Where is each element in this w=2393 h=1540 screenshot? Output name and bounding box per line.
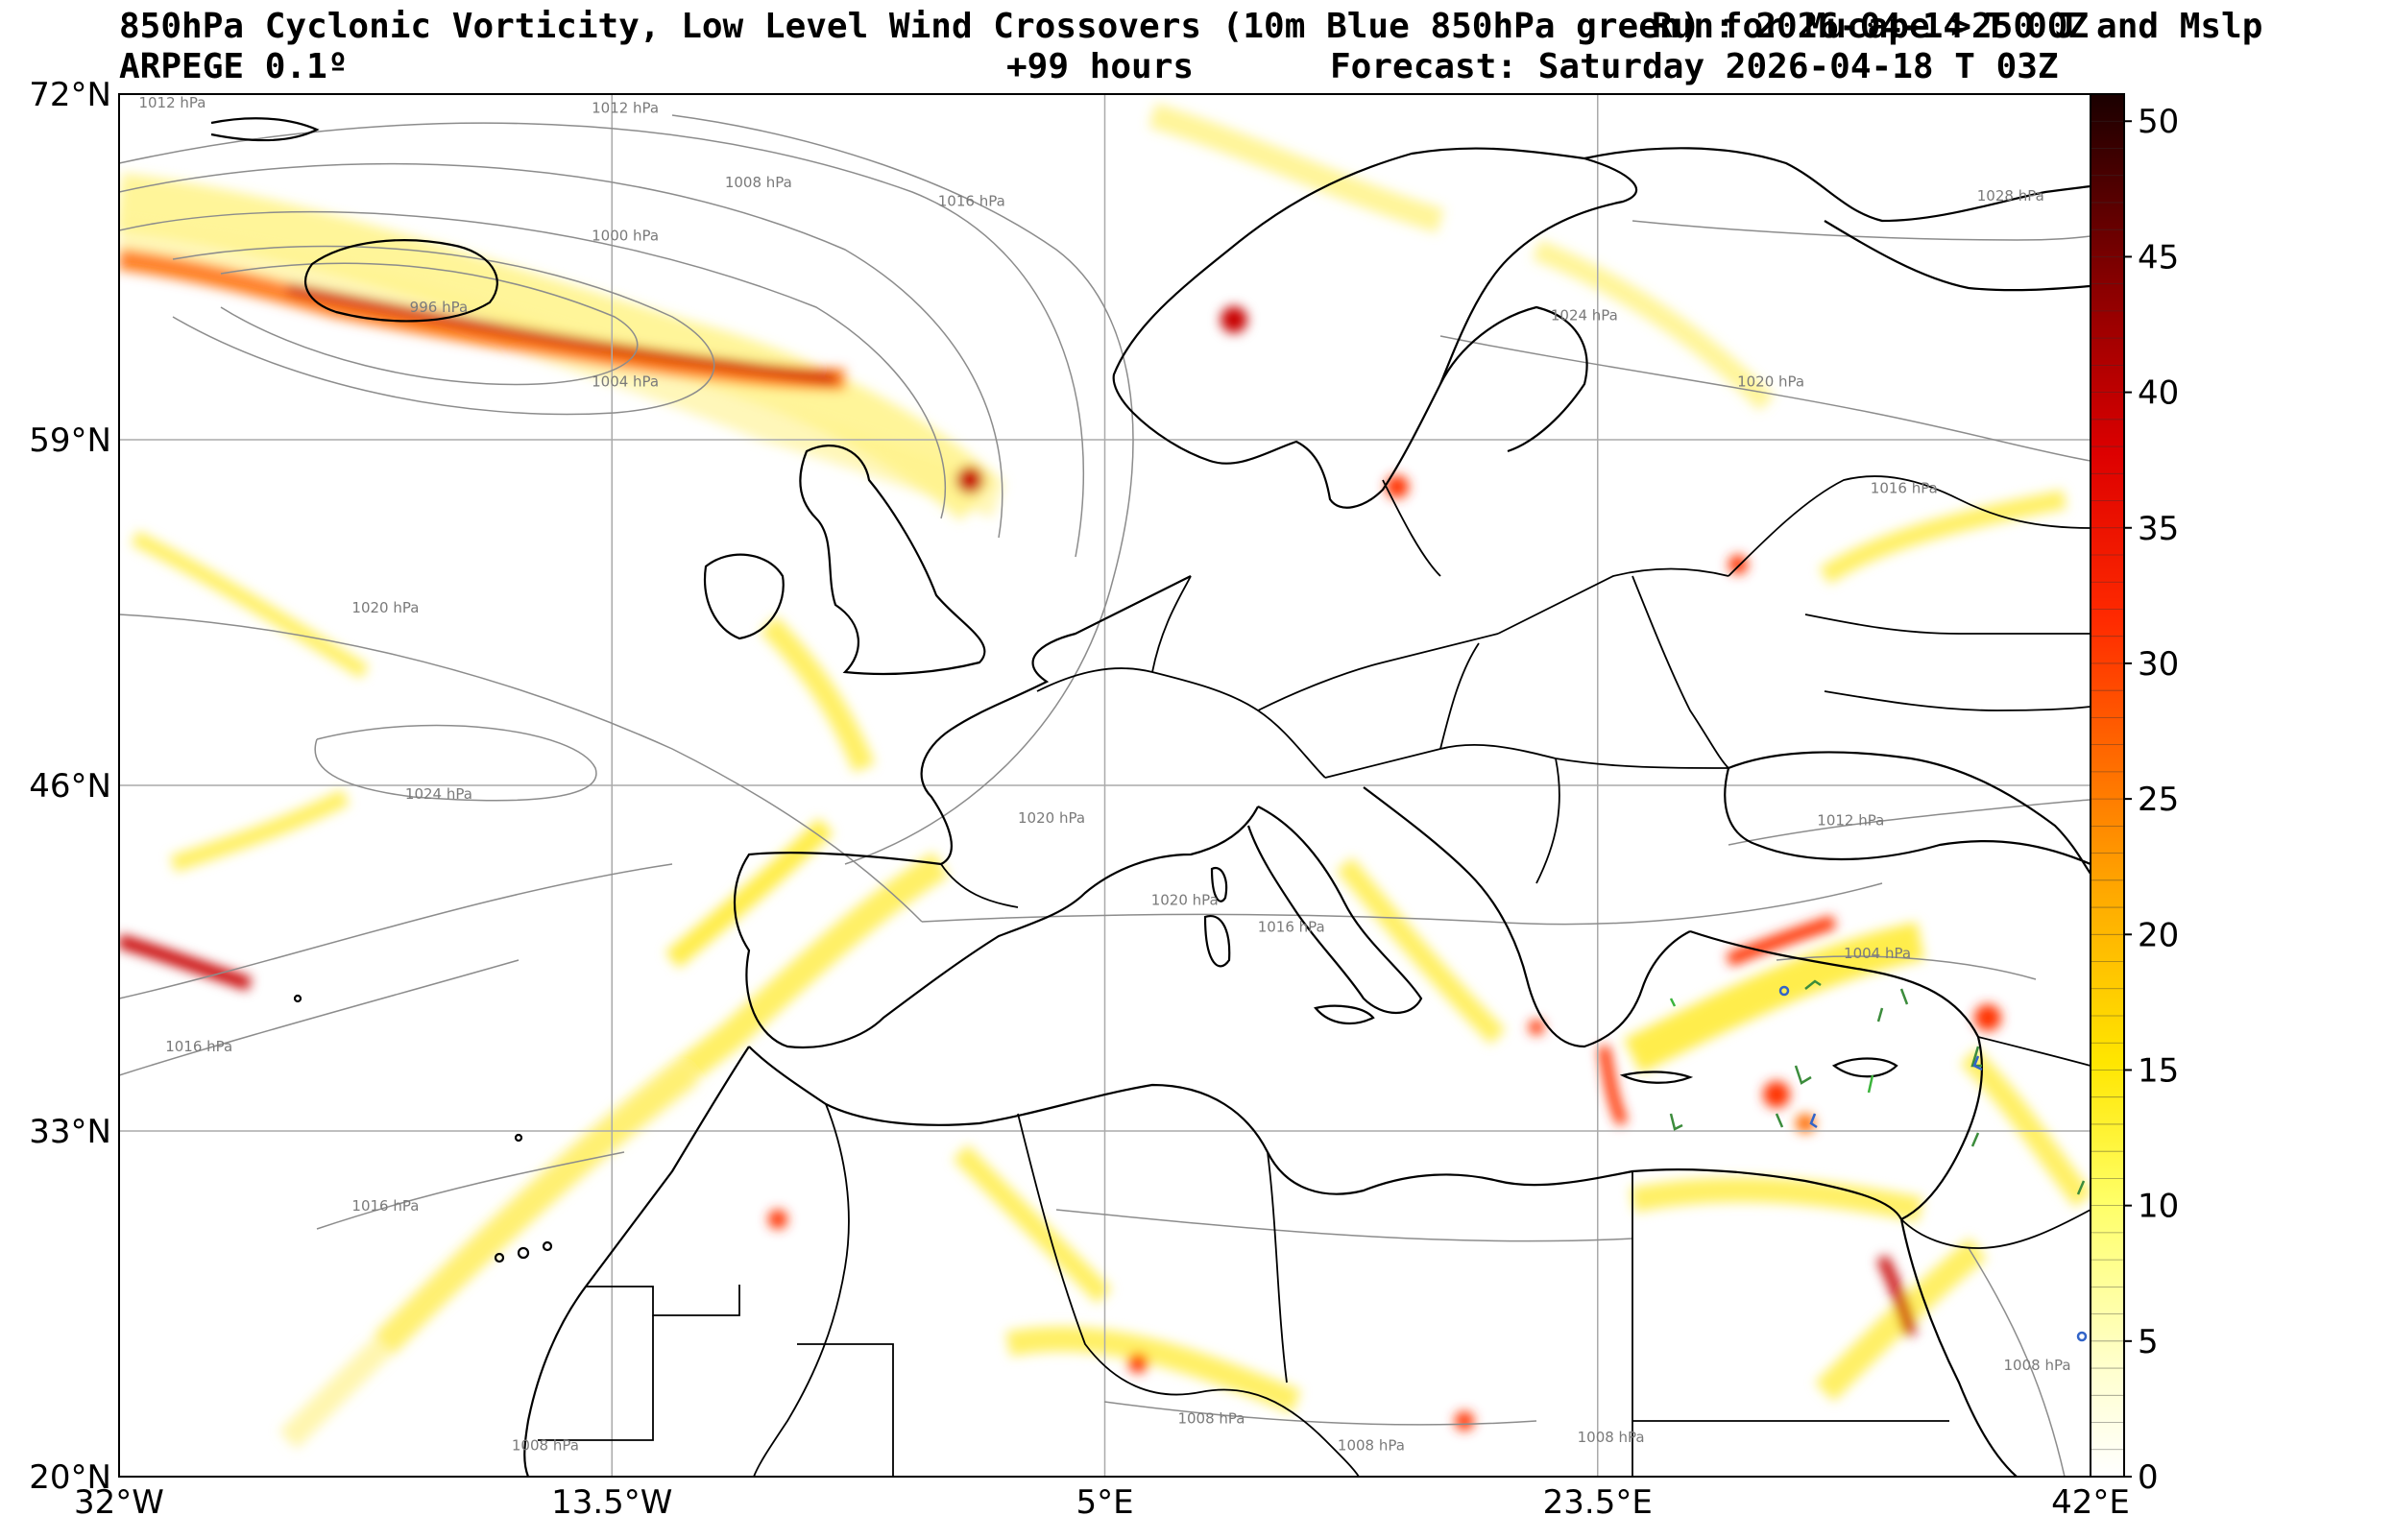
colorbar-tick-label: 40	[2138, 374, 2179, 413]
isobar-label: 1016 hPa	[1871, 479, 1938, 496]
colorbar: 0 5 10 15 20 25 30 35 40 45 50	[2090, 93, 2179, 1497]
colorbar-tick-label: 45	[2138, 238, 2179, 277]
colorbar-tick-label: 30	[2138, 645, 2179, 684]
colorbar-tick-label: 35	[2138, 510, 2179, 548]
isobar-label: 1012 hPa	[1817, 812, 1884, 830]
longitude-tick-label: 32°W	[74, 1483, 164, 1522]
isobar-label: 1016 hPa	[938, 192, 1005, 209]
colorbar-bar	[2091, 94, 2124, 1477]
isobar-label: 1008 hPa	[512, 1436, 579, 1454]
longitude-tick-label: 13.5°W	[551, 1483, 672, 1522]
isobar-labels: 1012 hPa 1012 hPa 1008 hPa 1016 hPa 1000 hPa…	[138, 94, 2070, 1454]
colorbar-tick-label: 20	[2138, 916, 2179, 954]
run-label: Run: 2026-04-14 T 00Z	[1652, 7, 2090, 46]
lead-time-label: +99 hours	[1006, 47, 1195, 86]
colorbar-tick-label: 0	[2138, 1458, 2159, 1497]
isobar-label: 1024 hPa	[405, 785, 472, 803]
isobar-label: 1016 hPa	[351, 1197, 419, 1215]
isobar-label: 1008 hPa	[2004, 1357, 2071, 1374]
wind-crossover-markers	[1669, 979, 2088, 1342]
longitude-tick-label: 23.5°E	[1543, 1483, 1653, 1522]
isobar-label: 996 hPa	[410, 299, 468, 316]
isobar-label: 1020 hPa	[1737, 373, 1804, 391]
colorbar-tick-label: 50	[2138, 103, 2179, 141]
isobar-label: 1000 hPa	[592, 227, 659, 244]
latitude-tick-label: 20°N	[29, 1458, 111, 1497]
isobar-label: 1016 hPa	[1258, 918, 1325, 935]
isobar-label: 1008 hPa	[1338, 1436, 1405, 1454]
isobar-label: 1012 hPa	[138, 94, 205, 111]
isobar-label: 1008 hPa	[1177, 1410, 1245, 1428]
coastlines	[210, 117, 2091, 1477]
colorbar-tick-label: 25	[2138, 781, 2179, 819]
colorbar-tick-label: 15	[2138, 1051, 2179, 1090]
isobar-label: 1024 hPa	[1551, 306, 1618, 324]
longitude-tick-labels: 32°W 13.5°W 5°E 23.5°E 42°E	[74, 1483, 2130, 1522]
latitude-tick-labels: 72°N 59°N 46°N 33°N 20°N	[29, 76, 111, 1497]
isobar-label: 1012 hPa	[592, 99, 659, 116]
isobar-label: 1020 hPa	[1018, 809, 1085, 827]
longitude-tick-label: 5°E	[1076, 1483, 1133, 1522]
gridlines	[119, 94, 2091, 1477]
isobar-label: 1020 hPa	[351, 599, 419, 616]
isobar-label: 1008 hPa	[725, 174, 792, 191]
isobar-label: 1004 hPa	[592, 373, 659, 391]
isobar-label: 1020 hPa	[1151, 892, 1219, 909]
latitude-tick-label: 72°N	[29, 76, 111, 114]
latitude-tick-label: 59°N	[29, 421, 111, 460]
isobar-contours	[119, 114, 2091, 1477]
colorbar-tick-label: 10	[2138, 1188, 2179, 1226]
latitude-tick-label: 33°N	[29, 1113, 111, 1151]
latitude-tick-label: 46°N	[29, 767, 111, 806]
isobar-label: 1028 hPa	[1977, 187, 2044, 205]
country-borders	[538, 475, 2091, 1477]
chart-title: 850hPa Cyclonic Vorticity, Low Level Win…	[119, 7, 2263, 46]
longitude-tick-label: 42°E	[2051, 1483, 2130, 1522]
isobar-label: 1004 hPa	[1844, 945, 1911, 962]
colorbar-tick-label: 5	[2138, 1323, 2159, 1361]
isobar-label: 1008 hPa	[1578, 1429, 1645, 1446]
model-label: ARPEGE 0.1º	[119, 47, 349, 86]
isobar-label: 1016 hPa	[165, 1038, 232, 1055]
forecast-time-label: Forecast: Saturday 2026-04-18 T 03Z	[1330, 47, 2059, 86]
